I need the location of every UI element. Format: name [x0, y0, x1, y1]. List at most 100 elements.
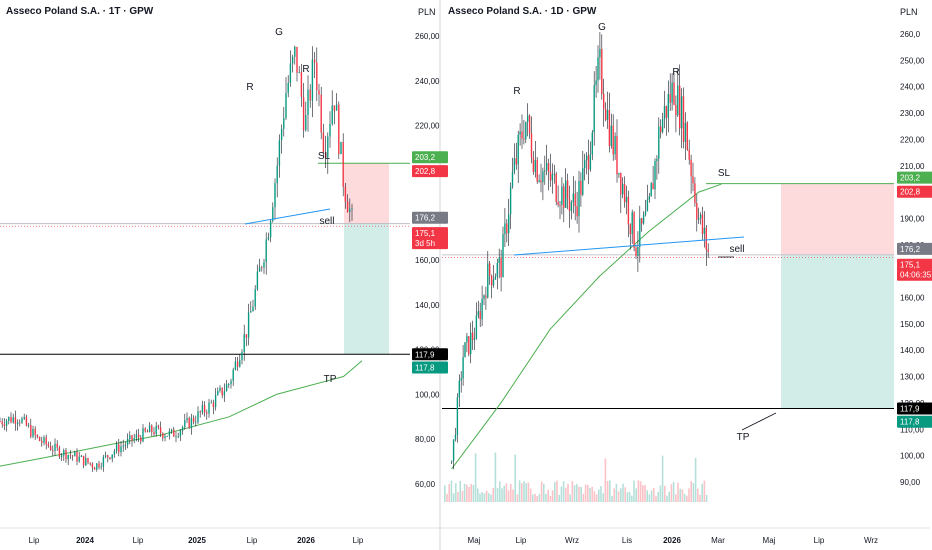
volume-bar [633, 480, 635, 502]
take-profit-zone [344, 223, 389, 355]
volume-bar [481, 492, 483, 502]
candle-body [175, 436, 177, 438]
candle-body [45, 437, 47, 445]
candle-body [530, 133, 533, 158]
volume-bar [470, 484, 472, 502]
candle-body [58, 447, 61, 457]
candle-body [195, 422, 197, 423]
candle-body [93, 467, 96, 470]
candle-body [261, 267, 263, 269]
volume-bar [565, 487, 567, 502]
volume-bar [604, 458, 607, 502]
right-unit-label: PLN [900, 7, 918, 17]
left-panel-title: Asseco Poland S.A. · 1T · GPW [6, 6, 154, 17]
volume-bar [485, 490, 488, 502]
candle-body [135, 434, 138, 438]
candle-body [620, 173, 622, 195]
volume-bar [554, 482, 556, 502]
candle-body [707, 249, 709, 253]
candle-body [451, 460, 453, 462]
x-tick-label: Lip [353, 536, 364, 545]
candle-body [547, 163, 550, 172]
volume-bar [602, 493, 604, 502]
candle-body [568, 198, 571, 211]
volume-bar [683, 493, 686, 502]
volume-bar [620, 488, 622, 502]
candle-body [252, 306, 254, 311]
volume-bar [664, 485, 666, 502]
candle-body [335, 104, 338, 111]
x-tick-label: Mar [711, 536, 725, 545]
candle-body [648, 196, 650, 200]
price-tag-label: 3d 5h [415, 239, 435, 248]
candle-body [452, 439, 455, 461]
candle-body [47, 444, 50, 447]
volume-bar [573, 485, 576, 502]
volume-bar [670, 484, 673, 502]
volume-bar [560, 486, 563, 502]
volume-bar [549, 495, 552, 502]
candle-body [658, 126, 660, 159]
candle-body [256, 271, 259, 290]
volume-bar [624, 487, 626, 502]
stop-loss-zone [781, 183, 894, 255]
candle-body [686, 122, 688, 150]
candle-body [622, 184, 624, 195]
volume-bar [648, 494, 651, 502]
price-tag-label: 203,2 [415, 153, 436, 162]
candle-body [705, 227, 707, 250]
candle-body [603, 94, 605, 109]
candle-body [23, 416, 25, 419]
candle-body [324, 152, 327, 158]
candle-body [173, 429, 175, 437]
candle-body [322, 132, 325, 153]
volume-bar [452, 493, 455, 502]
price-tag-label: 117,8 [415, 364, 435, 373]
volume-bar [455, 483, 457, 502]
candle-body [656, 158, 658, 162]
candle-body [500, 257, 502, 278]
volume-bar [496, 488, 499, 502]
candle-body [76, 452, 78, 462]
candle-body [96, 463, 98, 470]
candle-body [608, 110, 611, 146]
volume-bar [518, 480, 521, 502]
candle-body [606, 110, 609, 120]
candle-body [544, 170, 546, 172]
candle-body [481, 298, 483, 320]
annotation-r: R [513, 86, 520, 97]
volume-bar [514, 454, 516, 502]
candle-body [36, 435, 39, 438]
candle-body [527, 115, 529, 122]
candle-body [593, 85, 595, 133]
price-tag-label: 176,2 [415, 214, 436, 223]
volume-bar [532, 494, 534, 502]
candle-body [485, 295, 487, 298]
volume-bar [446, 493, 448, 502]
candle-body [633, 212, 635, 248]
y-tick-label: 140,00 [900, 346, 925, 355]
volume-bar [631, 495, 633, 502]
volume-bar [609, 480, 611, 502]
candle-body [542, 171, 544, 183]
y-tick-label: 90,00 [900, 478, 921, 487]
candle-body [682, 96, 685, 142]
volume-bar [659, 485, 662, 502]
volume-bar [547, 489, 549, 502]
candle-body [100, 466, 102, 468]
candle-body [313, 59, 316, 63]
volume-bar [611, 495, 613, 502]
candle-body [477, 311, 479, 316]
candle-body [129, 435, 131, 439]
price-tag [412, 151, 448, 164]
price-tag-label: 117,9 [415, 350, 435, 359]
candle-body [87, 458, 89, 463]
price-tag-label: 202,8 [415, 167, 436, 176]
annotation-r: R [302, 64, 309, 75]
volume-bar [657, 492, 659, 502]
y-tick-label: 260,0 [900, 30, 921, 39]
candle-body [340, 142, 342, 154]
candle-body [241, 352, 243, 361]
y-tick-label: 160,00 [415, 256, 440, 265]
